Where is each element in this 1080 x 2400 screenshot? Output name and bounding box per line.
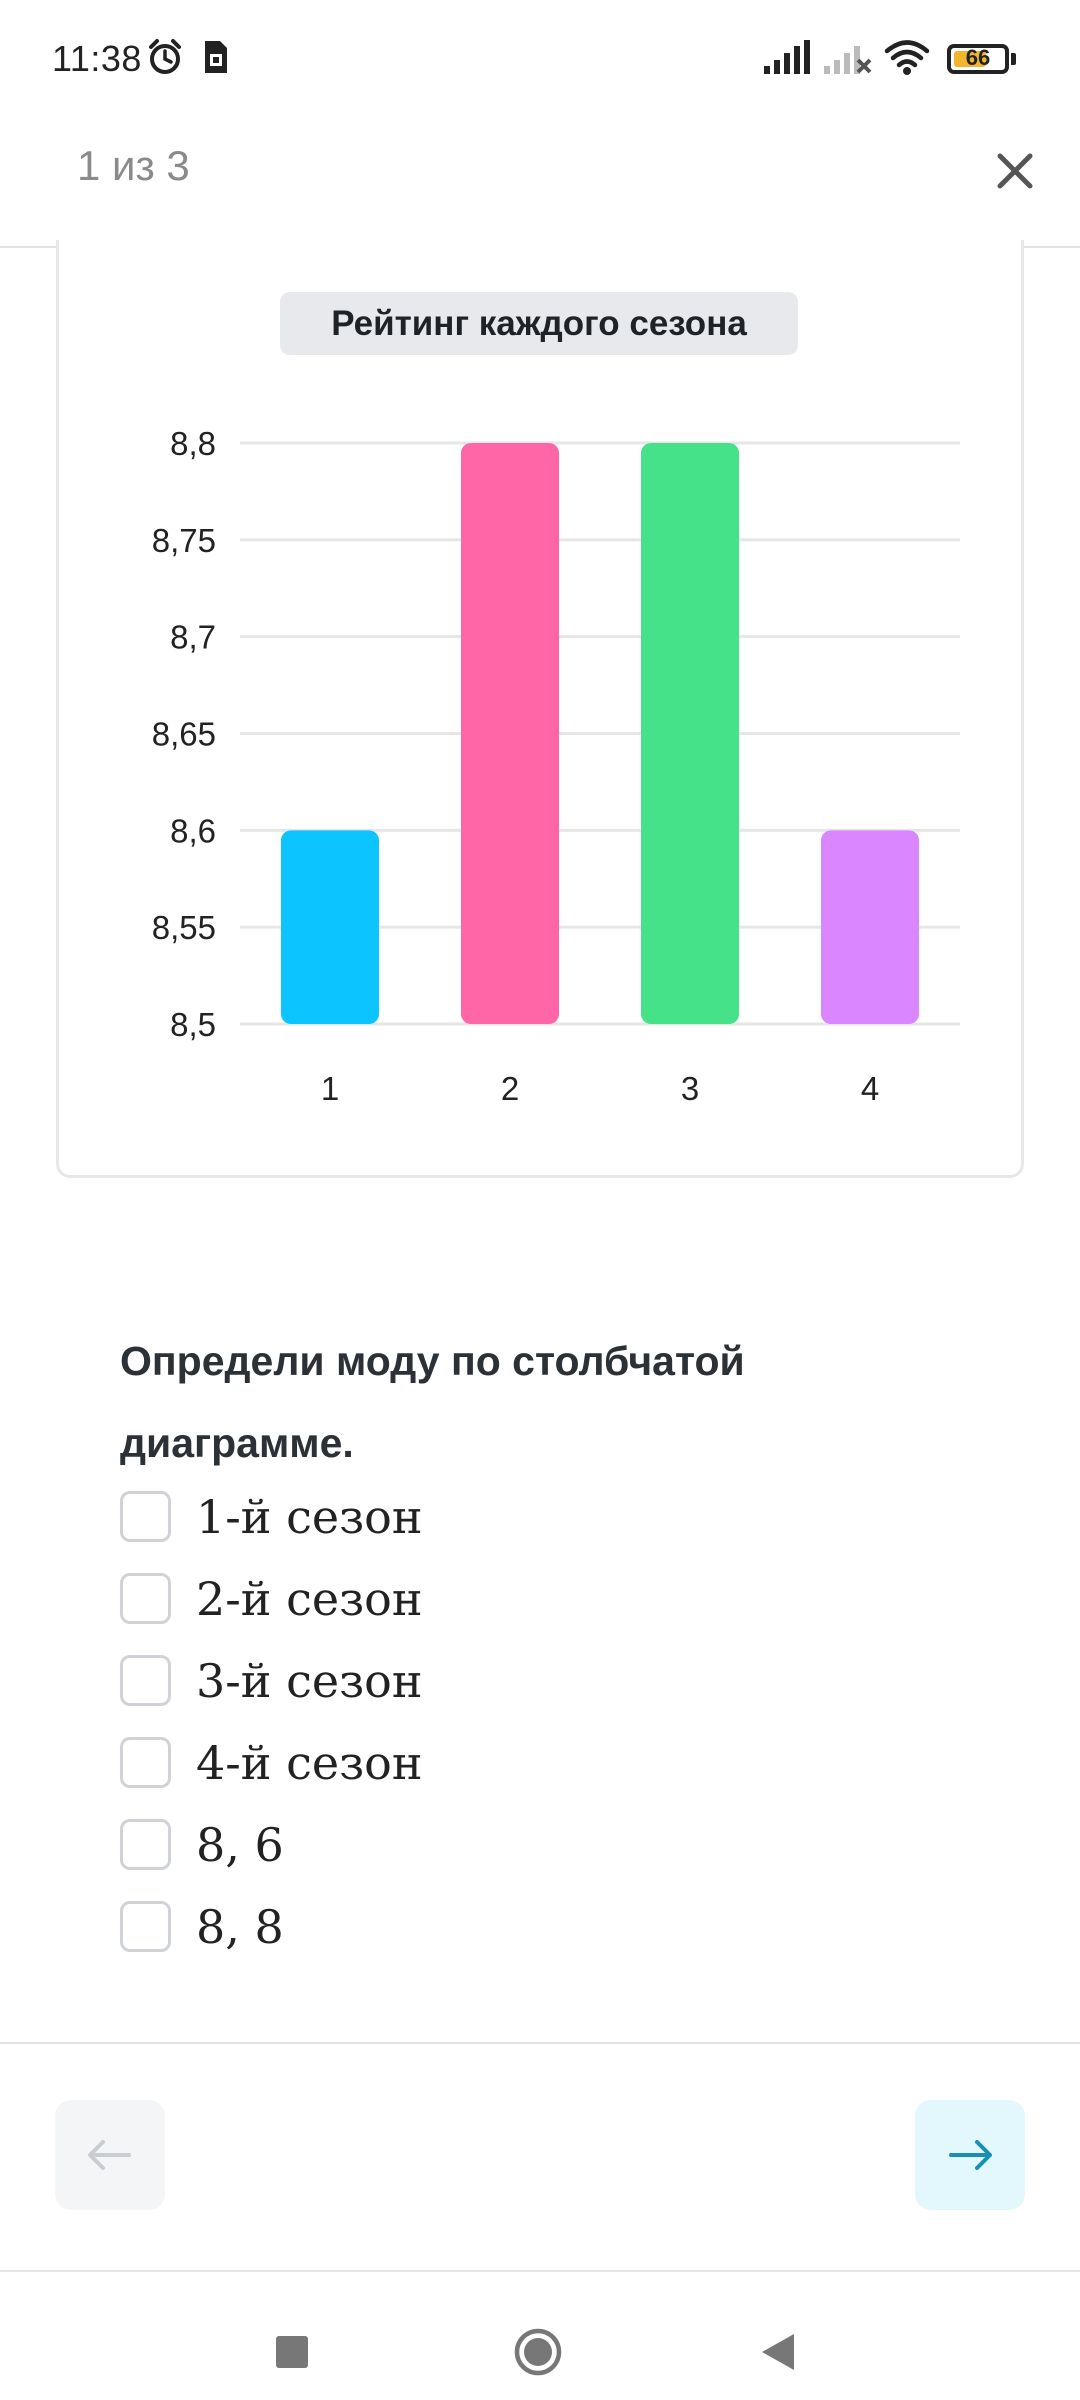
y-tick-label: 8,65 bbox=[152, 716, 216, 753]
question-text: Определи моду по столбчатой диаграмме. bbox=[120, 1338, 745, 1466]
y-tick-label: 8,6 bbox=[170, 812, 216, 849]
option-5[interactable]: 8, 6 bbox=[120, 1810, 720, 1880]
alarm-icon bbox=[149, 39, 181, 74]
y-tick-label: 8,75 bbox=[152, 522, 216, 559]
x-tick-label: 4 bbox=[861, 1070, 879, 1107]
back-icon[interactable] bbox=[758, 2330, 798, 2374]
bar bbox=[821, 830, 919, 1024]
option-1[interactable]: 1-й сезон bbox=[120, 1482, 720, 1552]
y-tick-label: 8,55 bbox=[152, 909, 216, 946]
option-checkbox[interactable] bbox=[120, 1655, 171, 1706]
option-3[interactable]: 3-й сезон bbox=[120, 1646, 720, 1716]
option-6[interactable]: 8, 8 bbox=[120, 1892, 720, 1962]
bar bbox=[461, 443, 559, 1024]
close-icon bbox=[997, 153, 1033, 189]
option-label: 2-й сезон bbox=[196, 1572, 423, 1626]
sim-icon bbox=[205, 41, 227, 73]
signal-no-service-icon bbox=[824, 46, 872, 74]
y-tick-label: 8,8 bbox=[170, 425, 216, 462]
battery-level: 66 bbox=[965, 45, 991, 70]
bar bbox=[641, 443, 739, 1024]
y-tick-label: 8,5 bbox=[170, 1006, 216, 1043]
recent-apps-icon[interactable] bbox=[274, 2334, 310, 2370]
option-checkbox[interactable] bbox=[120, 1737, 171, 1788]
next-button[interactable] bbox=[915, 2100, 1025, 2210]
option-label: 3-й сезон bbox=[196, 1654, 423, 1708]
option-2[interactable]: 2-й сезон bbox=[120, 1564, 720, 1634]
option-checkbox[interactable] bbox=[120, 1573, 171, 1624]
option-label: 4-й сезон bbox=[196, 1736, 423, 1790]
bar bbox=[281, 830, 379, 1024]
battery-tip bbox=[1011, 53, 1016, 65]
battery-icon: 66 bbox=[947, 44, 1009, 74]
question-progress: 1 из 3 bbox=[77, 142, 190, 189]
status-time: 11:38 bbox=[52, 38, 142, 79]
x-tick-label: 3 bbox=[681, 1070, 699, 1107]
option-4[interactable]: 4-й сезон bbox=[120, 1728, 720, 1798]
wifi-icon bbox=[884, 40, 930, 75]
option-checkbox[interactable] bbox=[120, 1901, 171, 1952]
x-tick-label: 1 bbox=[321, 1070, 339, 1107]
option-label: 8, 8 bbox=[196, 1900, 284, 1954]
arrow-right-icon bbox=[949, 2140, 992, 2170]
close-button[interactable] bbox=[990, 146, 1040, 196]
option-label: 8, 6 bbox=[196, 1818, 284, 1872]
arrow-left-icon bbox=[88, 2140, 131, 2170]
bar-chart: 8,5 8,55 8,6 8,65 8,7 8,75 8,8 1 2 3 4 bbox=[152, 425, 960, 1107]
option-checkbox[interactable] bbox=[120, 1819, 171, 1870]
chart-title: Рейтинг каждого сезона bbox=[280, 292, 798, 355]
previous-button[interactable] bbox=[55, 2100, 165, 2210]
option-label: 1-й сезон bbox=[196, 1490, 423, 1544]
system-navigation-bar bbox=[0, 2270, 1080, 2400]
status-bar: 11:38 66 bbox=[0, 0, 1080, 120]
bottom-divider bbox=[0, 2042, 1080, 2044]
option-checkbox[interactable] bbox=[120, 1491, 171, 1542]
signal-icon bbox=[764, 40, 810, 74]
battery-fill bbox=[954, 51, 986, 67]
home-icon[interactable] bbox=[513, 2327, 563, 2377]
y-tick-label: 8,7 bbox=[170, 619, 216, 656]
x-tick-label: 2 bbox=[501, 1070, 519, 1107]
